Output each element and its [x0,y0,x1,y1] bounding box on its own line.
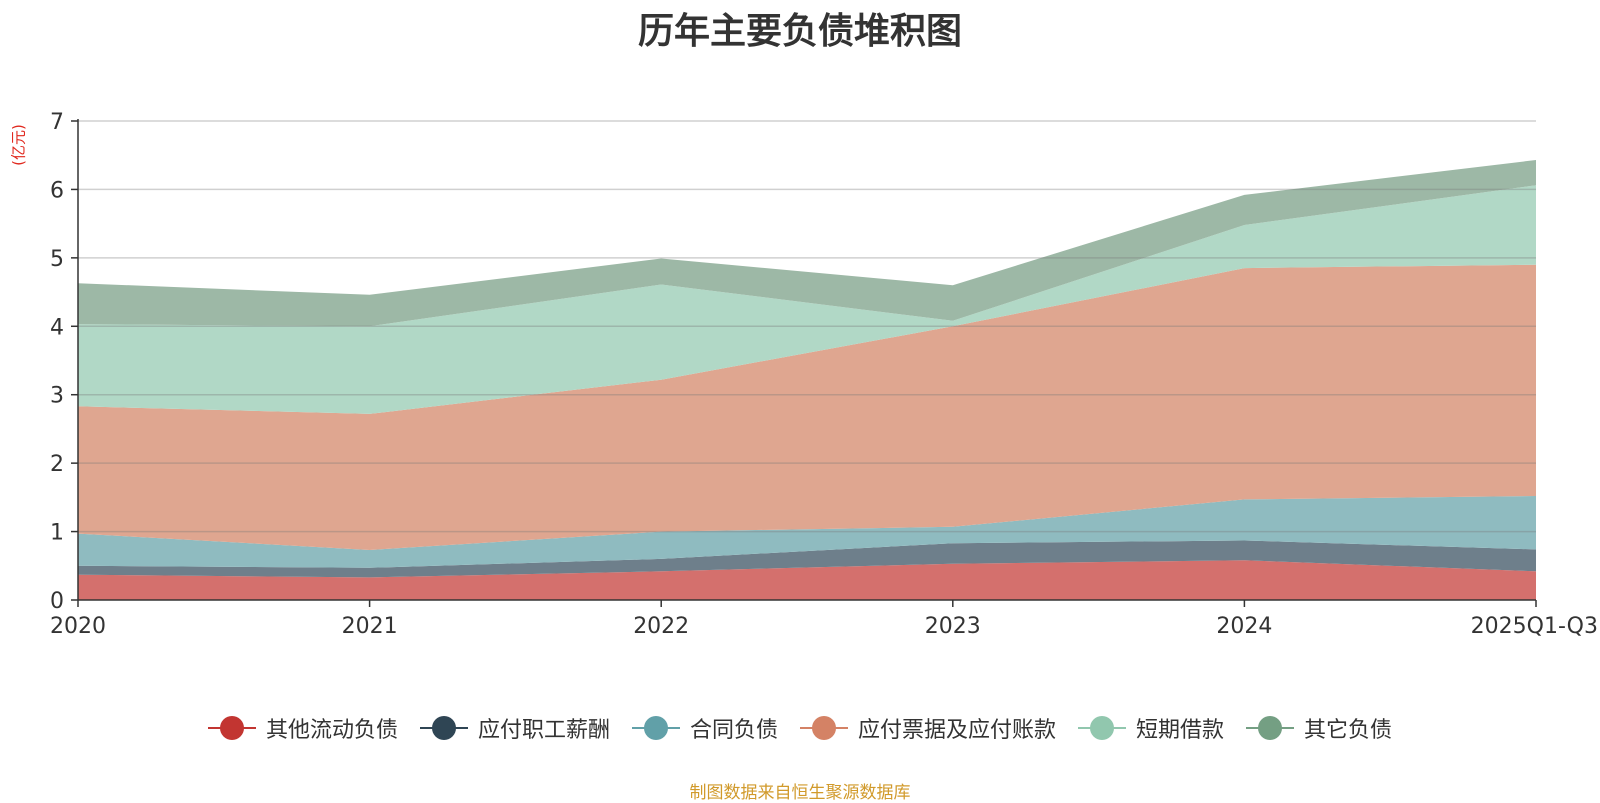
area-6 [78,160,1536,327]
x-tick-label: 2022 [633,614,689,639]
area-4 [78,264,1536,550]
legend-item[interactable]: 应付票据及应付账款 [800,712,1056,744]
legend-item[interactable]: 短期借款 [1078,712,1224,744]
x-tick-label: 2021 [342,614,398,639]
x-tick-label: 2020 [50,614,106,639]
y-tick-label: 0 [50,589,64,614]
legend-label: 其它负债 [1304,718,1393,743]
legend-item[interactable]: 应付职工薪酬 [419,712,610,744]
legend-item[interactable]: 合同负债 [631,712,778,744]
y-tick-label: 1 [50,521,64,546]
y-tick-label: 7 [50,110,64,135]
legend-marker [1246,716,1295,740]
legend-marker [1078,716,1127,740]
x-tick-label: 2025Q1-Q3 [1471,614,1598,639]
legend-label: 合同负债 [689,718,778,743]
y-tick-label: 4 [50,315,64,340]
legend-label: 应付职工薪酬 [477,718,610,743]
legend-marker [419,716,468,740]
legend-label: 其他流动负债 [265,718,398,743]
legend-label: 短期借款 [1136,718,1225,743]
y-tick-label: 5 [50,247,64,272]
legend: 其他流动负债 应付职工薪酬 合同负债 应付票据及应付账款 短期借款 其它负债 [0,712,1600,744]
axes: 0 1 2 3 4 5 6 7 2020 2021 2022 2023 2024 2025Q1-Q3 [50,110,1598,639]
area-series [78,160,1536,600]
legend-marker [800,716,848,740]
legend-item[interactable]: 其它负债 [1246,712,1392,744]
legend-label: 应付票据及应付账款 [858,718,1057,743]
area-5 [78,185,1536,414]
y-tick-label: 3 [50,384,64,409]
x-tick-label: 2024 [1216,614,1272,639]
area-3 [78,496,1536,568]
grid-lines [78,120,1536,533]
area-2 [78,540,1536,578]
y-tick-label: 2 [50,452,64,477]
legend-marker [207,716,256,740]
legend-marker [631,716,680,740]
data-source-note: 制图数据来自恒生聚源数据库 [689,783,911,803]
chart-title: 历年主要负债堆积图 [637,11,962,52]
x-tick-label: 2023 [925,614,981,639]
area-1 [78,560,1536,600]
legend-item[interactable]: 其他流动负债 [207,712,398,744]
y-tick-label: 6 [50,178,64,203]
